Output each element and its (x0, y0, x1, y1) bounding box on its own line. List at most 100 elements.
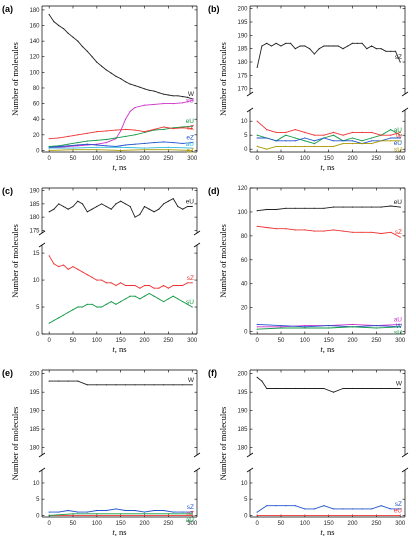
series-point-aU (167, 146, 169, 148)
x-tick-label: 250 (163, 521, 174, 527)
series-point-aU (304, 140, 306, 142)
series-point-sZ (134, 129, 136, 131)
y-tick-label: 60 (33, 102, 40, 108)
y-tick-label: 190 (237, 409, 248, 415)
series-point-W (81, 46, 84, 48)
series-point-sU (105, 142, 107, 144)
series-point-W (191, 98, 193, 100)
series-point-sZ (153, 509, 155, 512)
series-point-eZ (163, 141, 165, 143)
series-point-aU (48, 147, 50, 149)
series-point-sU (163, 103, 165, 105)
series-label-aU: aU (186, 141, 195, 148)
x-tick-label: 50 (70, 521, 77, 527)
series-point-eU (129, 205, 131, 208)
series-point-sU (342, 143, 344, 145)
series-label-aZ: aZ (186, 148, 194, 155)
series-point-sZ (101, 279, 103, 281)
series-point-eU (158, 208, 160, 210)
series-point-W (323, 134, 325, 136)
series-point-sZ (342, 508, 344, 510)
series-point-W (105, 69, 107, 71)
series-line-W (49, 380, 193, 386)
series-point-eU (139, 213, 141, 216)
y-tick-label: 0 (244, 147, 248, 153)
series-point-eU (77, 142, 79, 144)
series-point-sZ (120, 282, 122, 284)
axis-break-mark-left-lower (246, 467, 254, 473)
series-point-sU (172, 295, 174, 297)
series-point-eU (351, 514, 354, 517)
series-point-sZ (356, 42, 358, 44)
series-point-eZ (105, 145, 107, 147)
series-point-sZ (186, 282, 189, 284)
x-tick-label: 0 (47, 156, 51, 162)
series-point-W (48, 14, 50, 16)
x-tick-label: 100 (92, 156, 103, 162)
y-tick-label: 190 (237, 33, 248, 39)
series-point-sU (91, 303, 93, 305)
x-tick-label: 50 (278, 521, 285, 527)
series-point-sZ (275, 42, 277, 44)
x-tick-label: 250 (371, 521, 382, 527)
series-point-sZ (375, 48, 377, 50)
series-point-aZ (191, 149, 193, 151)
series-point-sZ (124, 509, 127, 512)
series-point-sZ (371, 45, 373, 47)
series-point-eU (285, 140, 287, 142)
axis-break-mark-right-upper (401, 452, 409, 458)
series-point-sZ (380, 232, 382, 235)
series-point-sU (53, 319, 55, 322)
series-point-sZ (304, 45, 306, 47)
series-point-W (101, 65, 103, 67)
series-point-sZ (91, 276, 93, 278)
series-point-sZ (332, 229, 335, 231)
series-point-W (266, 129, 268, 131)
series-point-sZ (167, 287, 169, 289)
x-axis-label: t, ns (112, 162, 126, 172)
series-point-eU (323, 207, 325, 209)
series-point-sZ (115, 129, 117, 131)
series-point-sZ (270, 45, 273, 47)
series-point-W (375, 325, 377, 327)
series-point-W (72, 36, 74, 38)
y-tick-label: 0 (244, 330, 248, 336)
panel-label: (a) (2, 4, 13, 14)
series-point-eU (53, 208, 55, 210)
series-point-W (58, 24, 60, 27)
x-tick-label: 300 (395, 338, 406, 344)
series-point-W (158, 92, 160, 94)
series-point-aU (143, 147, 146, 149)
series-point-W (167, 94, 169, 96)
series-point-W (380, 134, 382, 136)
series-point-eU (332, 140, 335, 142)
series-point-W (390, 387, 392, 390)
y-tick-label: 190 (29, 189, 40, 195)
series-point-aZ (120, 149, 122, 151)
series-point-eU (134, 216, 136, 218)
series-point-W (48, 380, 50, 382)
axis-break-mark-left-lower (38, 242, 46, 248)
series-point-sZ (304, 229, 306, 231)
series-point-aU (48, 514, 50, 517)
series-point-eU (332, 206, 335, 208)
series-point-sU (172, 103, 174, 105)
series-point-sU (67, 311, 69, 313)
series-point-sZ (342, 230, 344, 232)
series-label-eU: eU (394, 507, 403, 514)
series-point-sZ (153, 287, 155, 289)
series-point-sZ (77, 268, 79, 270)
series-point-sZ (105, 282, 107, 284)
series-point-eU (304, 514, 306, 517)
y-tick-label: 5 (36, 497, 40, 503)
series-point-eU (294, 140, 296, 142)
series-point-eU (390, 137, 392, 139)
series-point-sZ (72, 266, 74, 268)
series-label-eZ: eZ (186, 135, 194, 142)
series-label-W: W (396, 134, 403, 141)
series-point-aU (120, 513, 122, 515)
x-tick-label: 150 (324, 338, 335, 344)
series-point-sZ (182, 284, 184, 287)
y-tick-label: 180 (29, 446, 40, 452)
series-point-eU (371, 206, 373, 208)
